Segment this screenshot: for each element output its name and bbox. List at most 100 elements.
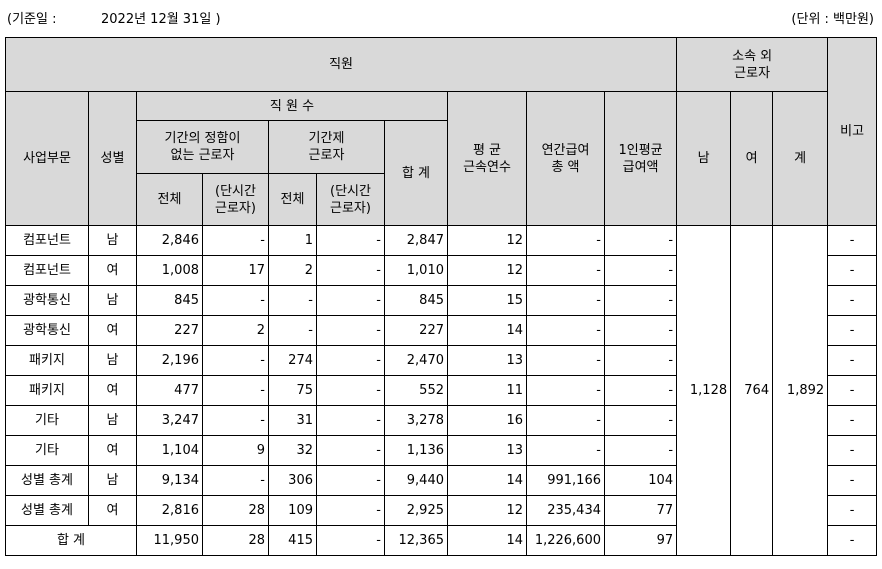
header-fixed-part: (단시간 근로자) [316, 173, 385, 226]
fixed-part-cell: - [316, 435, 385, 466]
gender-cell: 남 [88, 345, 137, 376]
perm-all-cell: 1,104 [136, 435, 203, 466]
header-fixed-term: 기간제 근로자 [268, 120, 385, 174]
header-avg-tenure: 평 균 근속연수 [447, 91, 527, 226]
caption-bar: (기준일 : 2022년 12월 31일 ) (단위 : 백만원) [0, 0, 882, 32]
fixed-all-cell: 109 [268, 495, 317, 526]
tenure-cell: 12 [447, 495, 527, 526]
reference-date: 2022년 12월 31일 ) [101, 12, 221, 27]
table-row: 광학통신 여 227 2- -227 14- - - [5, 315, 878, 346]
division-cell: 기타 [5, 405, 89, 436]
perm-part-cell: - [202, 405, 269, 436]
employee-status-table: 직원 소속 외 근로자 비고 사업부문 성별 직 원 수 평 균 근속연수 연간… [4, 37, 878, 556]
remark-cell: - [827, 495, 878, 526]
annual-pay-cell: 991,166 [526, 465, 605, 496]
perm-all-cell: 2,816 [136, 495, 203, 526]
header-gender: 성별 [88, 91, 137, 226]
annual-pay-cell: 235,434 [526, 495, 605, 526]
gender-cell: 여 [88, 375, 137, 406]
annual-pay-cell: - [526, 225, 605, 256]
annual-pay-cell: - [526, 285, 605, 316]
avg-pay-cell: - [603, 315, 678, 346]
perm-all-cell: 227 [136, 315, 203, 346]
division-cell: 성별 총계 [5, 495, 89, 526]
division-cell: 패키지 [5, 345, 89, 376]
outsourced-sum-cell: 1,892 [772, 225, 829, 556]
avg-pay-cell: - [603, 285, 678, 316]
gender-cell: 여 [88, 495, 137, 526]
tenure-cell: 14 [447, 525, 527, 556]
total-cell: 9,440 [384, 465, 448, 496]
perm-part-cell: - [202, 375, 269, 406]
fixed-all-cell: 32 [268, 435, 317, 466]
fixed-all-cell: 75 [268, 375, 317, 406]
annual-pay-cell: - [526, 435, 605, 466]
table-row: 컴포넌트 여 1,008 17 2-1,010 12- - - [5, 255, 878, 286]
annual-pay-cell: - [526, 345, 605, 376]
header-sum: 계 [772, 91, 829, 226]
annual-pay-cell: 1,226,600 [526, 525, 605, 556]
header-outsourced: 소속 외 근로자 [676, 37, 829, 92]
avg-pay-cell: - [603, 435, 678, 466]
perm-part-cell: 2 [202, 315, 269, 346]
fixed-part-cell: - [316, 375, 385, 406]
total-cell: 2,847 [384, 225, 448, 256]
annual-pay-cell: - [526, 315, 605, 346]
header-female: 여 [730, 91, 774, 226]
tenure-cell: 13 [447, 435, 527, 466]
division-cell: 기타 [5, 435, 89, 466]
outsourced-female-cell: 764 [730, 225, 774, 556]
avg-pay-cell: 77 [603, 495, 678, 526]
avg-pay-cell: - [603, 225, 678, 256]
fixed-part-cell: - [316, 465, 385, 496]
tenure-cell: 15 [447, 285, 527, 316]
total-cell: 552 [384, 375, 448, 406]
remark-cell: - [827, 375, 878, 406]
fixed-part-cell: - [316, 315, 385, 346]
perm-part-cell: - [202, 225, 269, 256]
header-remarks: 비고 [827, 37, 878, 226]
table-row: 광학통신 남 845- - -845 15- - - [5, 285, 878, 316]
perm-part-cell: 28 [202, 525, 269, 556]
perm-all-cell: 9,134 [136, 465, 203, 496]
table-row: 기타 남 3,247-31-3,278 16- - - [5, 405, 878, 436]
fixed-all-cell: 2 [268, 255, 317, 286]
fixed-all-cell: - [268, 285, 317, 316]
gender-cell: 여 [88, 255, 137, 286]
total-cell: 1,136 [384, 435, 448, 466]
fixed-all-cell: - [268, 315, 317, 346]
fixed-all-cell: 306 [268, 465, 317, 496]
fixed-part-cell: - [316, 495, 385, 526]
tenure-cell: 12 [447, 225, 527, 256]
total-cell: 2,925 [384, 495, 448, 526]
remark-cell: - [827, 405, 878, 436]
tenure-cell: 16 [447, 405, 527, 436]
header-division: 사업부문 [5, 91, 89, 226]
division-cell: 컴포넌트 [5, 225, 89, 256]
total-cell: 227 [384, 315, 448, 346]
gender-cell: 남 [88, 225, 137, 256]
tenure-cell: 14 [447, 315, 527, 346]
remark-cell: - [827, 315, 878, 346]
perm-part-cell: - [202, 465, 269, 496]
perm-all-cell: 2,196 [136, 345, 203, 376]
reference-date-label: (기준일 : [7, 12, 57, 27]
avg-pay-cell: 104 [603, 465, 678, 496]
table-row: 패키지 남 2,196-274-2,470 13- - - [5, 345, 878, 376]
perm-all-cell: 3,247 [136, 405, 203, 436]
table-row: 패키지 여 477-75-552 11- - - [5, 375, 878, 406]
fixed-part-cell: - [316, 405, 385, 436]
remark-cell: - [827, 255, 878, 286]
remark-cell: - [827, 345, 878, 376]
perm-all-cell: 11,950 [136, 525, 203, 556]
division-cell: 패키지 [5, 375, 89, 406]
tenure-cell: 12 [447, 255, 527, 286]
gender-cell: 여 [88, 435, 137, 466]
avg-pay-cell: - [603, 405, 678, 436]
header-fixed-all: 전체 [268, 173, 317, 226]
fixed-part-cell: - [316, 285, 385, 316]
remark-cell: - [827, 435, 878, 466]
header-employees: 직원 [4, 37, 678, 92]
tenure-cell: 11 [447, 375, 527, 406]
fixed-part-cell: - [316, 345, 385, 376]
